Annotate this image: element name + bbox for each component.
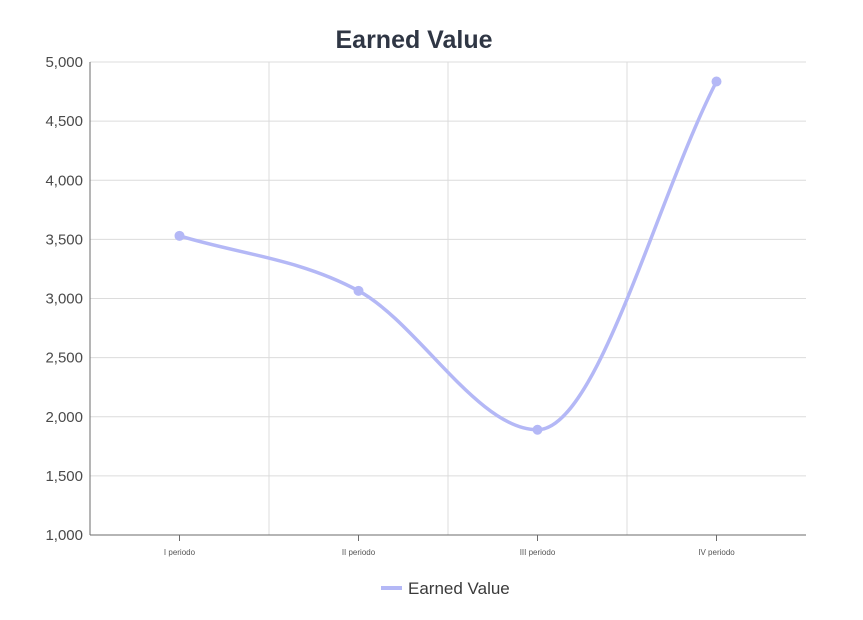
y-tick-label: 2,500 (45, 350, 83, 367)
data-point[interactable] (353, 285, 364, 296)
x-tick-label: III periodo (520, 548, 556, 557)
series-line-earned-value (177, 79, 719, 432)
x-tick-label: I periodo (164, 548, 196, 557)
x-axis-tick-labels: I periodo II periodo III periodo IV periodo (164, 548, 735, 557)
series-lines (177, 79, 719, 432)
axes (89, 62, 806, 541)
x-tick-label: IV periodo (698, 548, 735, 557)
x-tick-label: II periodo (342, 548, 376, 557)
y-tick-label: 3,500 (45, 231, 83, 248)
y-tick-label: 4,000 (45, 172, 83, 189)
y-tick-label: 1,500 (45, 468, 83, 485)
data-points (174, 76, 722, 435)
data-point[interactable] (174, 230, 185, 241)
y-tick-label: 5,000 (45, 54, 83, 71)
data-point[interactable] (532, 424, 543, 435)
grid (90, 61, 806, 535)
y-axis-tick-labels: 1,000 1,500 2,000 2,500 3,000 3,500 4,000 4,500… (45, 54, 83, 544)
chart-title: Earned Value (335, 26, 492, 54)
legend-label-earned-value: Earned Value (408, 579, 510, 598)
y-tick-label: 1,000 (45, 527, 83, 544)
y-tick-label: 3,000 (45, 291, 83, 308)
legend[interactable]: Earned Value (381, 579, 510, 598)
y-tick-label: 4,500 (45, 113, 83, 130)
data-point[interactable] (711, 76, 722, 87)
y-tick-label: 2,000 (45, 409, 83, 426)
